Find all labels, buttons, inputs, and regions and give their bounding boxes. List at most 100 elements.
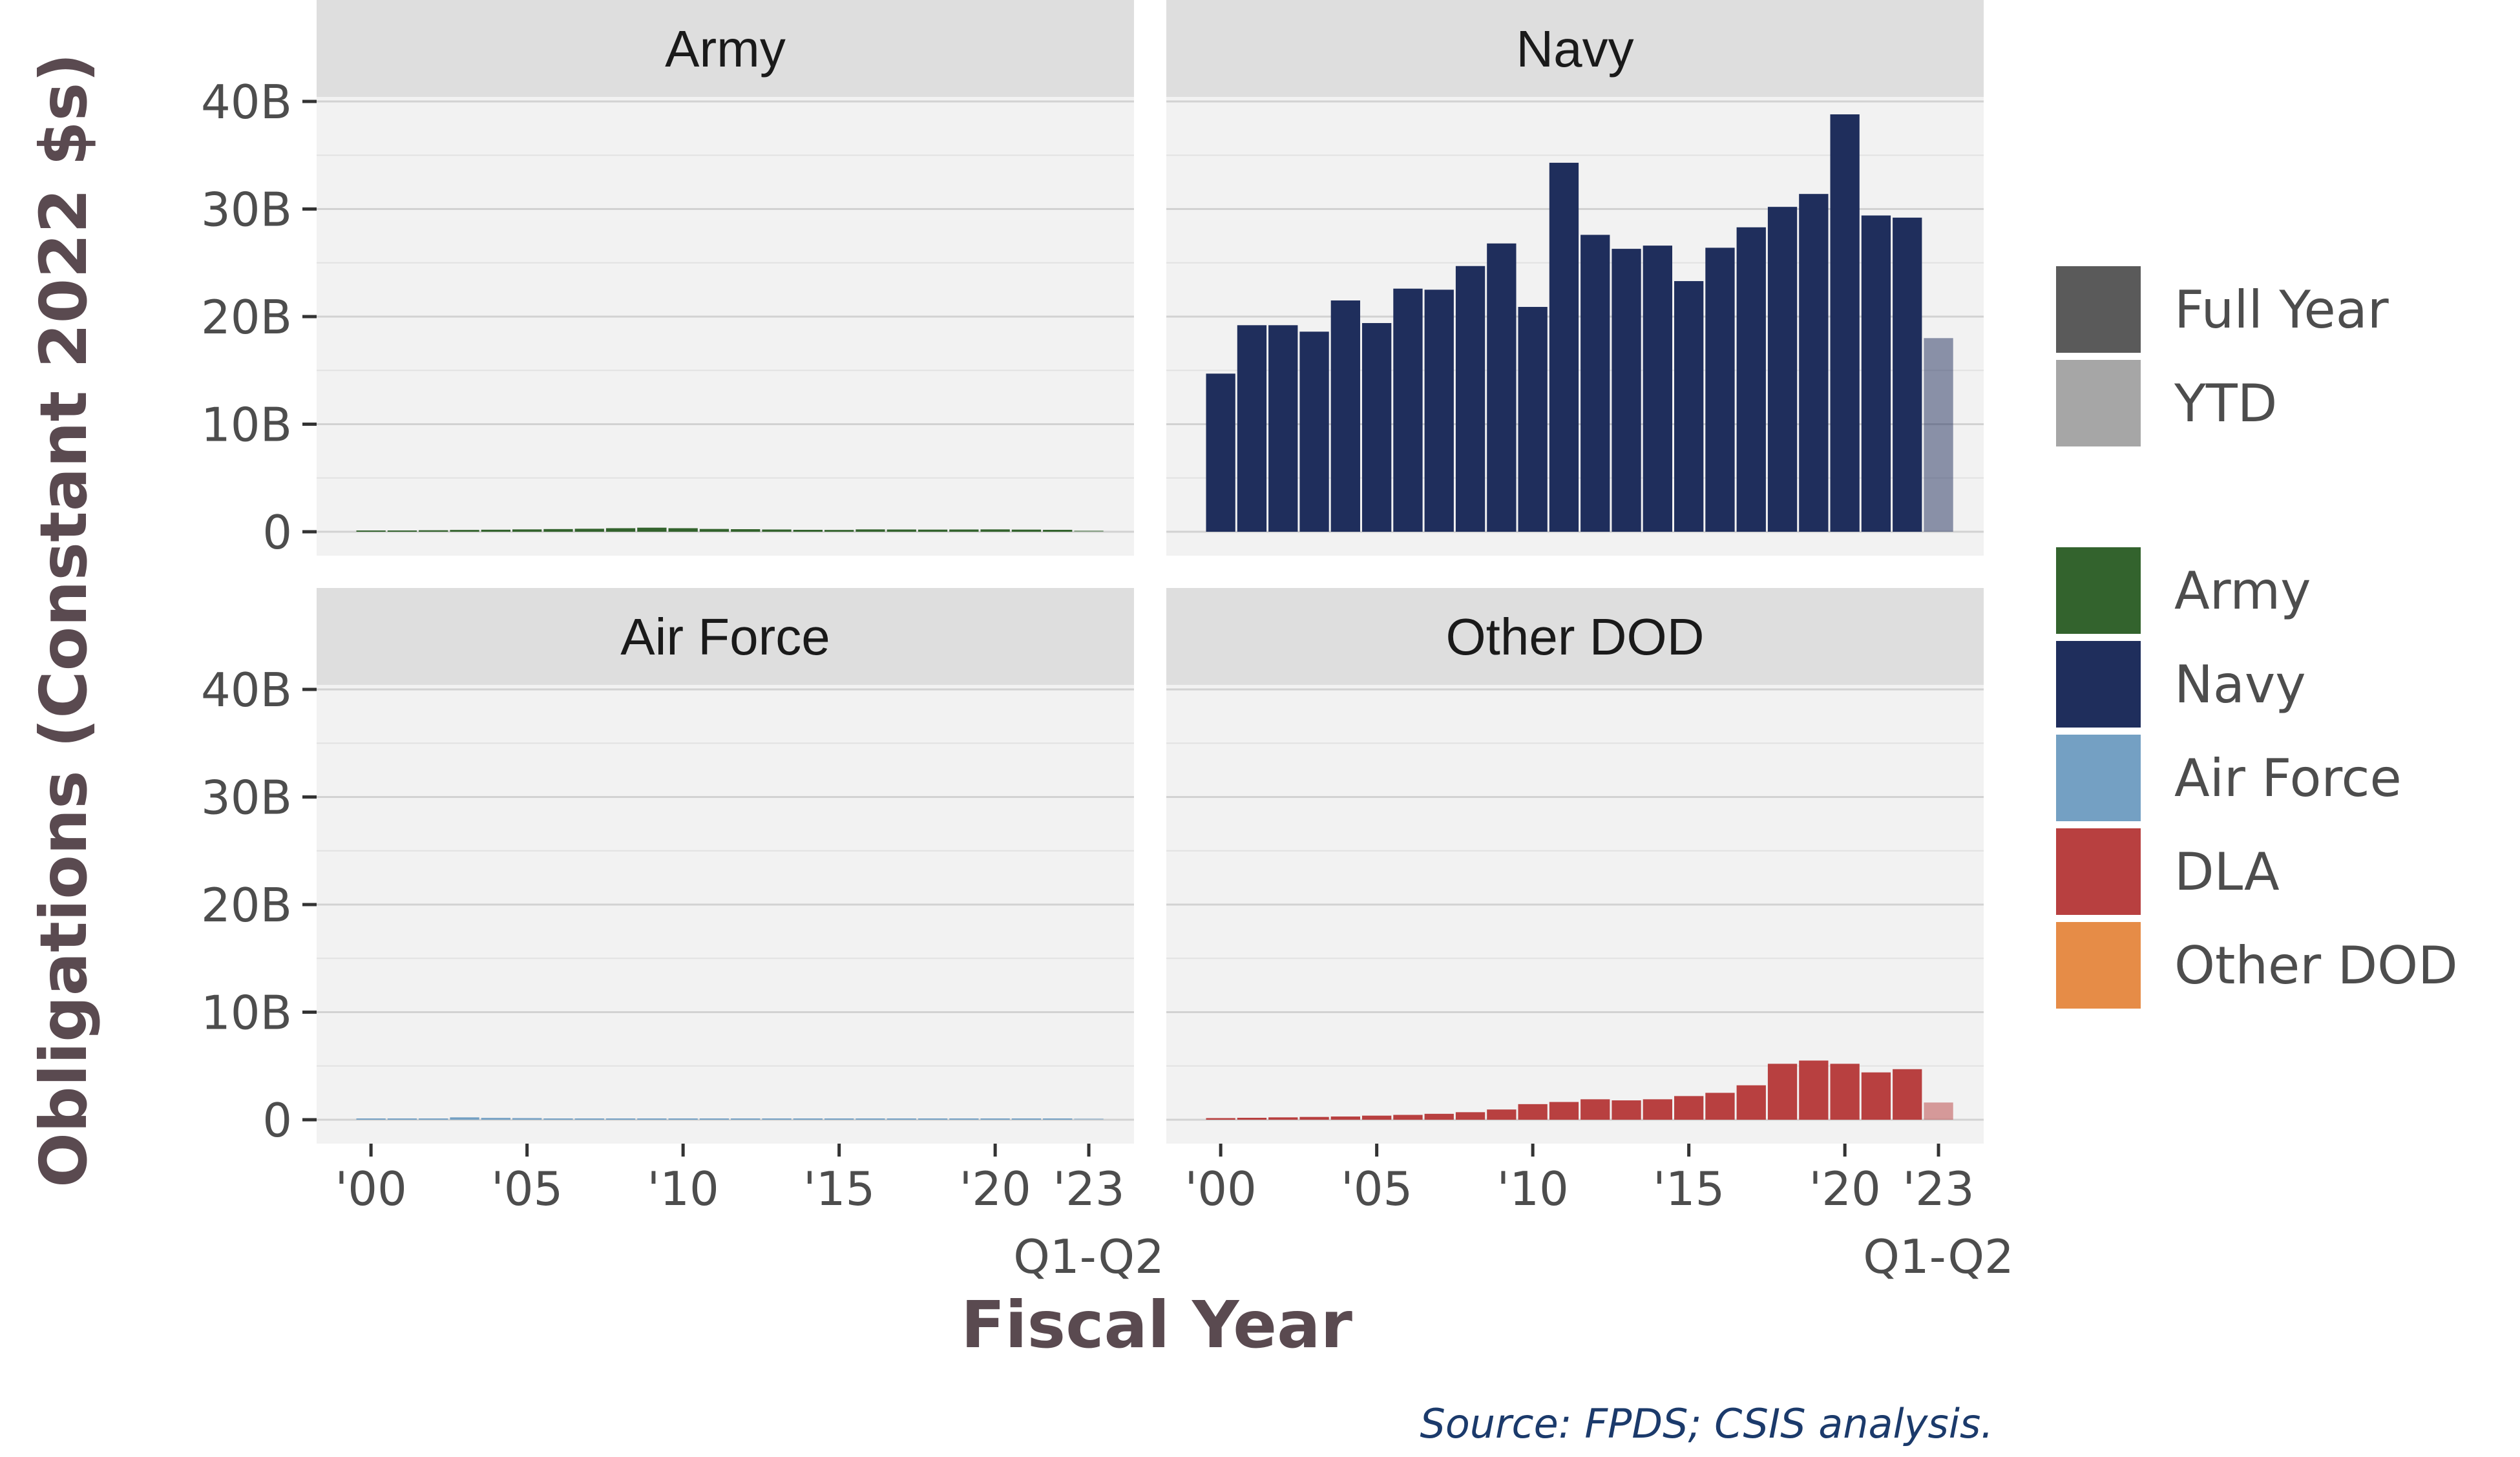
x-tick-label: '05: [1341, 1162, 1412, 1216]
bar-navy-2008: [1455, 266, 1486, 532]
bar-navy-2005: [1362, 322, 1392, 532]
bar-army-2010: [668, 528, 698, 532]
legend-label-air-force: Air Force: [2174, 748, 2402, 808]
bar-navy-2018: [1767, 207, 1798, 532]
bar-navy-2006: [1393, 288, 1423, 532]
y-tick-label: 10B: [201, 398, 292, 452]
bar-army-2014: [793, 530, 823, 532]
bar-navy-2017: [1736, 227, 1766, 532]
bar-navy-2011: [1549, 162, 1579, 532]
bar-air-force-2007: [574, 1118, 604, 1120]
bar-army-2020: [980, 529, 1010, 532]
y-tick-label: 10B: [201, 986, 292, 1040]
bar-army-2006: [543, 529, 573, 532]
bar-navy-2009: [1487, 243, 1517, 532]
bar-dla-2016: [1705, 1093, 1735, 1120]
x-tick-label: '10: [1496, 1162, 1568, 1216]
bar-dla-2008: [1455, 1112, 1486, 1120]
y-axis-title: Obligations (Constant 2022 $s): [26, 53, 101, 1188]
bar-air-force-2010: [668, 1118, 698, 1120]
bar-army-2005: [512, 529, 542, 532]
bar-air-force-2006: [543, 1118, 573, 1120]
facet-strip-army: [317, 0, 1134, 97]
y-tick-label: 20B: [201, 878, 292, 932]
legend-label-ytd: YTD: [2174, 373, 2277, 434]
bar-navy-2012: [1580, 235, 1610, 532]
bar-air-force-2011: [699, 1118, 730, 1120]
facet-title-air-force: Air Force: [620, 608, 830, 666]
legend-swatch-army: [2053, 545, 2143, 636]
bar-navy-2014: [1643, 246, 1672, 532]
bar-air-force-2014: [793, 1118, 823, 1120]
bar-navy-2010: [1518, 307, 1548, 532]
legend-swatch-full-year: [2053, 264, 2143, 355]
bar-air-force-2000: [356, 1118, 386, 1120]
bar-army-2019: [949, 529, 979, 532]
bar-dla-2009: [1487, 1109, 1517, 1120]
bar-dla-2015: [1674, 1096, 1704, 1120]
bar-air-force-2023: [1074, 1118, 1104, 1120]
y-tick-label: 30B: [201, 183, 292, 237]
x-tick-label: '15: [1653, 1162, 1725, 1216]
bar-air-force-2004: [481, 1118, 510, 1120]
legend-swatch-ytd: [2053, 357, 2143, 449]
x-tick-label: '00: [335, 1162, 406, 1216]
x-tick-label: '10: [647, 1162, 719, 1216]
bar-army-2017: [887, 529, 916, 532]
bar-navy-2000: [1206, 373, 1235, 532]
bar-dla-2001: [1237, 1118, 1267, 1120]
bar-army-2022: [1043, 530, 1073, 532]
bar-army-2016: [856, 529, 885, 532]
bar-air-force-2015: [824, 1118, 854, 1120]
bar-dla-2022: [1893, 1069, 1922, 1120]
bar-dla-2010: [1518, 1104, 1548, 1120]
legend-label-navy: Navy: [2174, 655, 2306, 715]
facet-title-navy: Navy: [1516, 20, 1633, 78]
bar-dla-2004: [1330, 1116, 1360, 1120]
legend-label-full-year: Full Year: [2174, 280, 2389, 340]
bar-air-force-2001: [387, 1118, 417, 1120]
bar-navy-2003: [1299, 331, 1329, 532]
bar-army-2018: [918, 529, 948, 532]
bar-army-2002: [419, 530, 448, 532]
bar-army-2004: [481, 529, 510, 532]
x-tick-label: '20: [959, 1162, 1031, 1216]
bar-navy-2004: [1330, 300, 1360, 532]
panel-background-other-dod: [1166, 685, 1984, 1144]
legend-label-other-dod: Other DOD: [2174, 936, 2458, 996]
bar-navy-2001: [1237, 325, 1267, 532]
legend-label-army: Army: [2174, 561, 2311, 621]
panel-background-army: [317, 97, 1134, 556]
bar-dla-2023: [1924, 1102, 1953, 1120]
bar-dla-2013: [1612, 1100, 1641, 1120]
bar-navy-2019: [1799, 194, 1829, 532]
legend-swatch-navy: [2053, 638, 2143, 730]
bar-air-force-2005: [512, 1118, 542, 1120]
bar-army-2003: [450, 530, 479, 532]
legend-swatch-dla: [2053, 826, 2143, 917]
bar-army-2008: [605, 528, 636, 532]
bar-air-force-2013: [762, 1118, 792, 1120]
bar-navy-2021: [1861, 215, 1891, 532]
y-tick-label: 20B: [201, 290, 292, 344]
facet-title-army: Army: [665, 20, 786, 78]
x-tick-sublabel: Q1-Q2: [1013, 1230, 1164, 1284]
bar-air-force-2017: [887, 1118, 916, 1120]
bar-dla-2017: [1736, 1085, 1766, 1120]
x-tick-label: '15: [803, 1162, 875, 1216]
bar-navy-2002: [1268, 325, 1298, 532]
bar-air-force-2012: [731, 1118, 761, 1120]
bar-navy-2023: [1924, 338, 1953, 532]
legend-swatch-air-force: [2053, 732, 2143, 824]
facet-strip-air-force: [317, 588, 1134, 685]
bar-navy-2020: [1830, 114, 1860, 532]
bar-dla-2006: [1393, 1115, 1423, 1120]
bar-army-2015: [824, 530, 854, 532]
panel-background-air-force: [317, 685, 1134, 1144]
x-tick-sublabel: Q1-Q2: [1863, 1230, 2014, 1284]
bar-dla-2020: [1830, 1064, 1860, 1120]
bar-air-force-2019: [949, 1118, 979, 1120]
source-note: Source: FPDS; CSIS analysis.: [1420, 1400, 1993, 1447]
